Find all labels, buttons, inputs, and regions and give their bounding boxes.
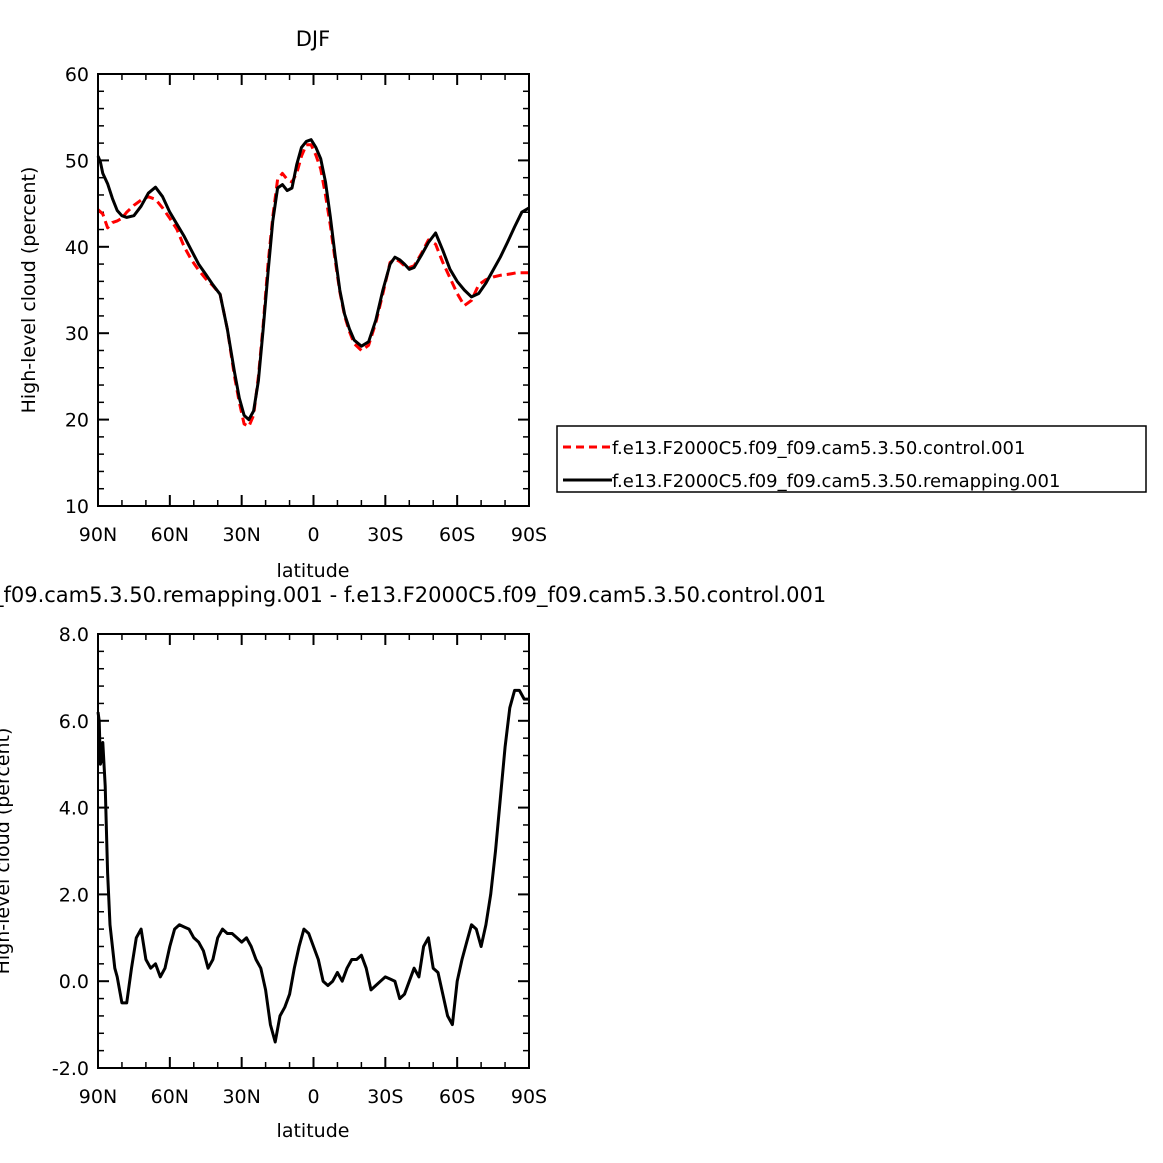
top-x-tick-label: 60N <box>151 524 189 546</box>
top-chart-title: DJF <box>296 27 330 51</box>
bottom-chart-title: f.e13.F2000C5.f09_f09.cam5.3.50.remappin… <box>0 583 826 608</box>
top-y-tick-label: 60 <box>65 64 89 86</box>
top-x-tick-label: 90N <box>79 524 117 546</box>
bottom-chart: f.e13.F2000C5.f09_f09.cam5.3.50.remappin… <box>0 583 826 1142</box>
top-y-tick-label: 20 <box>65 410 89 432</box>
bottom-y-tick-label: 2.0 <box>59 884 89 906</box>
bottom-y-tick-label: 8.0 <box>59 624 89 646</box>
top-y-axis-label: High-level cloud (percent) <box>18 167 40 414</box>
top-x-tick-label: 90S <box>511 524 547 546</box>
top-y-tick-label: 30 <box>65 323 89 345</box>
legend-label-control: f.e13.F2000C5.f09_f09.cam5.3.50.control.… <box>612 438 1025 459</box>
top-series-line-1 <box>96 138 530 422</box>
top-x-axis-label: latitude <box>277 560 350 582</box>
top-plot-frame <box>97 73 530 507</box>
legend-label-remapping: f.e13.F2000C5.f09_f09.cam5.3.50.remappin… <box>612 471 1060 492</box>
top-chart: DJF 90N 60N 30N 0 30S 60S 90S 10 20 30 40 50 60 lati… <box>18 27 547 582</box>
top-x-tick-label: 30N <box>222 524 260 546</box>
bottom-x-axis-label: latitude <box>277 1120 350 1142</box>
bottom-series-line-0 <box>96 688 529 1044</box>
legend: f.e13.F2000C5.f09_f09.cam5.3.50.control.… <box>556 425 1147 493</box>
bottom-plot-area: 90N 60N 30N 0 30S 60S 90S -2.0 0.0 2.0 4.0 6.0 8.0 <box>52 624 547 1108</box>
top-x-tick-label: 0 <box>307 524 319 546</box>
top-y-tick-label: 50 <box>65 150 89 172</box>
bottom-x-tick-label: 30N <box>222 1086 260 1108</box>
bottom-x-tick-label: 60S <box>439 1086 475 1108</box>
bottom-plot-frame <box>97 633 530 1069</box>
bottom-y-tick-label: 4.0 <box>59 798 89 820</box>
bottom-y-tick-label: 6.0 <box>59 711 89 733</box>
bottom-x-tick-label: 30S <box>367 1086 403 1108</box>
bottom-x-tick-label: 90N <box>79 1086 117 1108</box>
top-series-line-0 <box>96 143 529 428</box>
bottom-y-axis-label: High-level cloud (percent) <box>0 728 14 975</box>
top-x-tick-label: 60S <box>439 524 475 546</box>
bottom-x-tick-label: 90S <box>511 1086 547 1108</box>
top-y-tick-label: 40 <box>65 237 89 259</box>
top-x-tick-label: 30S <box>367 524 403 546</box>
bottom-x-tick-label: 0 <box>307 1086 319 1108</box>
legend-box <box>556 425 1147 493</box>
bottom-y-tick-label: 0.0 <box>59 971 89 993</box>
bottom-x-tick-label: 60N <box>151 1086 189 1108</box>
bottom-y-tick-label: -2.0 <box>52 1058 89 1080</box>
top-plot-area: 90N 60N 30N 0 30S 60S 90S 10 20 30 40 50 60 <box>65 64 547 546</box>
top-y-tick-label: 10 <box>65 496 89 518</box>
